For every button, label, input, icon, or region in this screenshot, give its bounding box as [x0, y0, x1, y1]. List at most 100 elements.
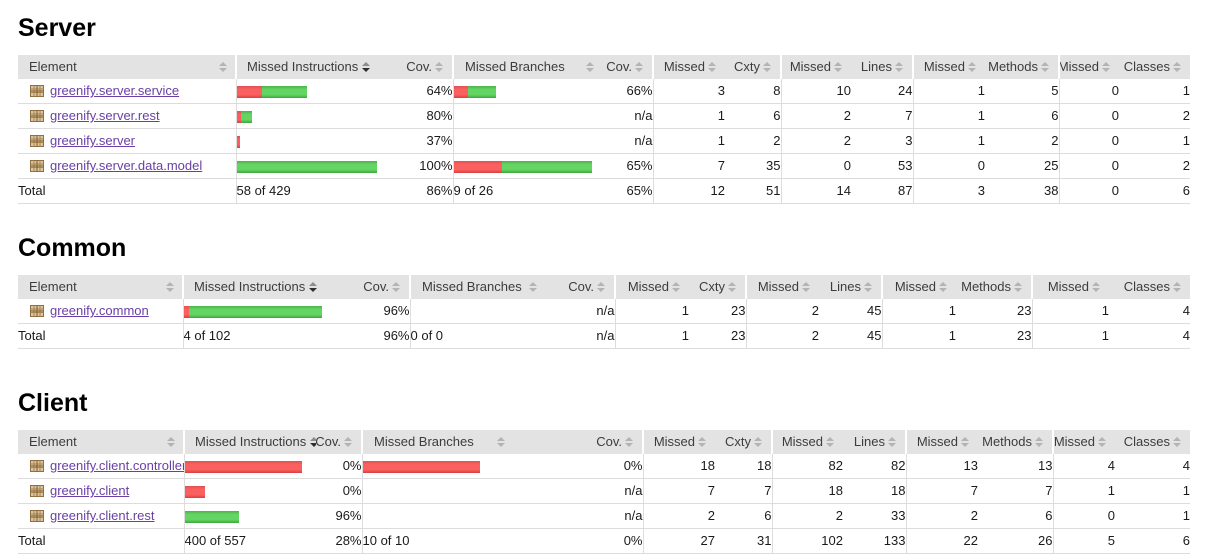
col-header-cov--2[interactable]: Cov.: [348, 275, 410, 299]
col-header-missed-branches-3[interactable]: Missed Branches: [361, 430, 513, 454]
branch-coverage-pct: n/a: [513, 503, 643, 529]
package-link[interactable]: greenify.server.data.model: [50, 158, 203, 173]
package-link[interactable]: greenify.client: [50, 483, 130, 498]
total-count: 6: [985, 103, 1059, 129]
branch-coverage-pct: n/a: [602, 103, 653, 129]
col-header-missed-7[interactable]: Missed: [771, 430, 843, 454]
col-header-missed-instructions-1[interactable]: Missed Instructions: [183, 430, 316, 454]
col-header-cov--4[interactable]: Cov.: [602, 55, 653, 79]
package-link[interactable]: greenify.server: [50, 133, 136, 148]
missed-count: 82: [771, 454, 843, 479]
col-header-label: Methods: [961, 279, 1011, 294]
col-header-methods-10[interactable]: Methods: [978, 430, 1053, 454]
col-header-missed-9[interactable]: Missed: [912, 55, 985, 79]
package-icon: [30, 85, 44, 97]
package-row: greenify.server.service 64% 66% 3 8 10 24 1 5 0 1: [18, 79, 1190, 104]
missed-count: 1: [652, 103, 725, 129]
col-header-cxty-6[interactable]: Cxty: [689, 275, 746, 299]
col-header-missed-5[interactable]: Missed: [652, 55, 725, 79]
branch-coverage-pct: 66%: [602, 79, 653, 104]
package-icon: [30, 485, 44, 497]
package-icon: [30, 135, 44, 147]
total-count: 3: [851, 128, 913, 154]
col-header-missed-branches-3[interactable]: Missed Branches: [452, 55, 602, 79]
coverage-bar: [237, 135, 240, 148]
col-header-label: Missed: [1053, 434, 1095, 449]
total-count: 4: [1109, 299, 1190, 324]
missed-count: 1: [1052, 478, 1115, 504]
col-header-label: Missed Branches: [422, 279, 522, 294]
sort-arrows-icon: [802, 282, 810, 292]
col-header-label: Lines: [829, 279, 861, 294]
col-header-cxty-6[interactable]: Cxty: [725, 55, 781, 79]
col-header-label: Cov.: [316, 434, 341, 449]
total-count: 53: [851, 153, 913, 179]
total-missed-count: 27: [642, 528, 715, 554]
col-header-label: Classes: [1123, 279, 1170, 294]
element-cell: greenify.common: [18, 299, 183, 324]
total-missed-count: 22: [905, 528, 978, 554]
col-header-missed-11[interactable]: Missed: [1052, 430, 1115, 454]
total-branch-coverage-pct: 0%: [513, 528, 643, 554]
col-header-missed-instructions-1[interactable]: Missed Instructions: [235, 55, 395, 79]
sort-arrows-active-icon: [310, 437, 316, 447]
missed-count: 0: [1058, 153, 1119, 179]
col-header-missed-11[interactable]: Missed: [1058, 55, 1119, 79]
bar-red-segment: [184, 305, 189, 318]
package-row: greenify.client 0% n/a 7 7 18 18 7 7 1 1: [18, 478, 1190, 504]
package-link[interactable]: greenify.server.rest: [50, 108, 160, 123]
col-header-cov--2[interactable]: Cov.: [316, 430, 362, 454]
col-header-cov--4[interactable]: Cov.: [545, 275, 615, 299]
package-link[interactable]: greenify.client.rest: [50, 508, 155, 523]
sort-arrows-icon: [167, 437, 175, 447]
col-header-lines-8[interactable]: Lines: [819, 275, 882, 299]
missed-count: 4: [1052, 454, 1115, 479]
instruction-coverage-pct: 96%: [348, 299, 410, 324]
coverage-bar-cell: [409, 299, 545, 324]
col-header-lines-8[interactable]: Lines: [851, 55, 913, 79]
col-header-missed-9[interactable]: Missed: [881, 275, 956, 299]
col-header-label: Missed: [894, 279, 936, 294]
element-cell: greenify.server.rest: [18, 103, 236, 129]
col-header-lines-8[interactable]: Lines: [843, 430, 906, 454]
coverage-bar: [184, 305, 322, 318]
package-link[interactable]: greenify.server.service: [50, 83, 180, 98]
section-server: Server Element Missed Instructions Cov. Mis…: [18, 14, 1194, 204]
missed-count: 1: [1031, 299, 1109, 324]
col-header-missed-instructions-1[interactable]: Missed Instructions: [182, 275, 348, 299]
instruction-coverage-pct: 80%: [395, 103, 453, 129]
package-link[interactable]: greenify.client.controller: [50, 458, 184, 473]
col-header-missed-7[interactable]: Missed: [780, 55, 851, 79]
coverage-bar: [237, 110, 252, 123]
total-row: Total 58 of 429 86% 9 of 26 65% 12 51 14 87 3 38 0 6: [18, 178, 1190, 204]
col-header-methods-10[interactable]: Methods: [956, 275, 1032, 299]
coverage-bar-cell: [452, 79, 602, 104]
section-common: Common Element Missed Instructions Cov. Mis…: [18, 234, 1194, 349]
col-header-element-0[interactable]: Element: [18, 275, 183, 299]
col-header-label: Missed: [1047, 279, 1089, 294]
col-header-methods-10[interactable]: Methods: [985, 55, 1059, 79]
col-header-label: Classes: [1123, 434, 1170, 449]
package-row: greenify.server 37% n/a 1 2 2 3 1 2 0 1: [18, 128, 1190, 154]
col-header-element-0[interactable]: Element: [18, 55, 236, 79]
col-header-missed-5[interactable]: Missed: [642, 430, 715, 454]
coverage-bar: [454, 160, 592, 173]
col-header-missed-5[interactable]: Missed: [614, 275, 689, 299]
col-header-cov--2[interactable]: Cov.: [395, 55, 453, 79]
package-link[interactable]: greenify.common: [50, 303, 149, 318]
col-header-classes-12[interactable]: Classes: [1109, 275, 1190, 299]
col-header-element-0[interactable]: Element: [18, 430, 184, 454]
col-header-cov--4[interactable]: Cov.: [513, 430, 643, 454]
missed-count: 0: [1052, 503, 1115, 529]
col-header-missed-7[interactable]: Missed: [745, 275, 819, 299]
col-header-classes-12[interactable]: Classes: [1115, 430, 1190, 454]
col-header-missed-branches-3[interactable]: Missed Branches: [409, 275, 545, 299]
col-header-missed-11[interactable]: Missed: [1031, 275, 1109, 299]
element-content: greenify.server.rest: [18, 104, 236, 128]
col-header-classes-12[interactable]: Classes: [1119, 55, 1190, 79]
section-title-server: Server: [18, 14, 96, 42]
col-header-missed-9[interactable]: Missed: [905, 430, 978, 454]
col-header-cxty-6[interactable]: Cxty: [715, 430, 772, 454]
sort-arrows-icon: [763, 62, 771, 72]
total-bar-text-cell: 9 of 26: [452, 178, 602, 204]
